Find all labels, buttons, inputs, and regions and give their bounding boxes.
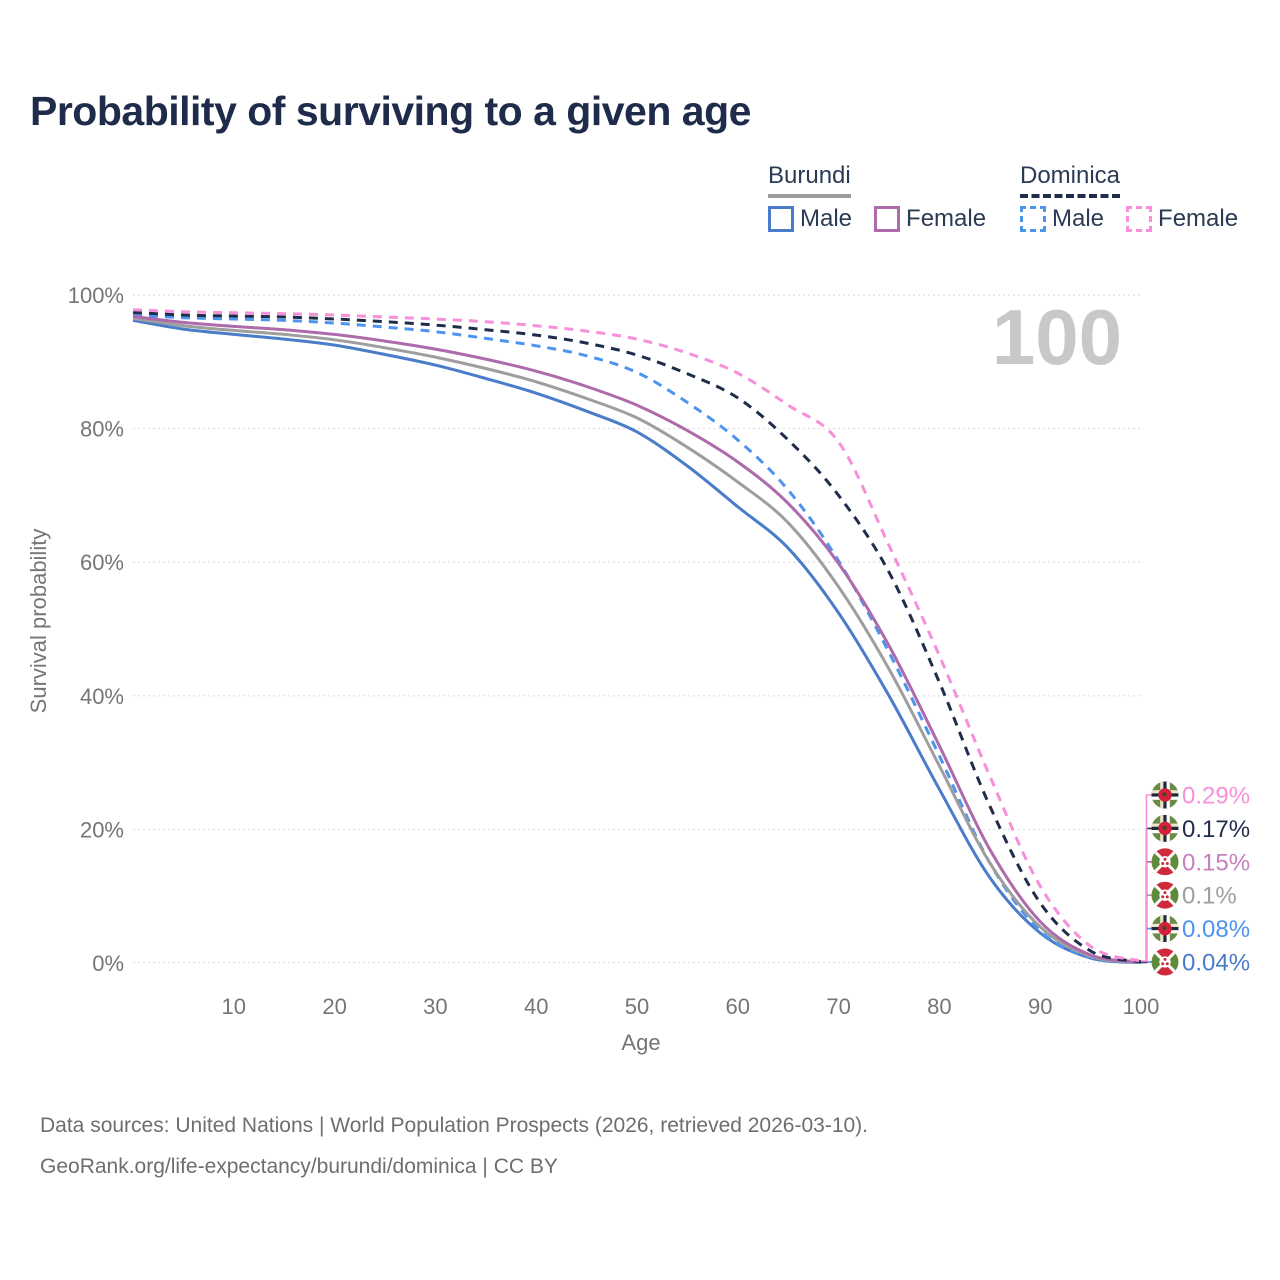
legend-group-dominica: Dominica Male Female: [1020, 162, 1238, 233]
flag-icon-dominica: [1151, 781, 1179, 809]
x-tick-label: 70: [826, 994, 850, 1019]
legend-item-dominica-male[interactable]: Male: [1020, 205, 1104, 233]
footer-sources: Data sources: United Nations | World Pop…: [40, 1114, 869, 1137]
end-label-burundi-female: 0.15%: [1182, 849, 1250, 876]
legend-item-label: Male: [800, 205, 853, 232]
flag-icon-burundi: [1151, 948, 1179, 976]
end-label-dominica-total: 0.17%: [1182, 816, 1250, 843]
curve-dominica-female: [132, 308, 1142, 963]
x-tick-label: 40: [524, 994, 548, 1019]
end-label-burundi-male: 0.04%: [1182, 950, 1250, 977]
y-tick-label: 20%: [80, 817, 124, 842]
y-tick-label: 60%: [80, 550, 124, 575]
flag-icon-dominica: [1151, 915, 1179, 943]
curve-dominica-total: [132, 310, 1142, 964]
legend-group-title-dominica: Dominica: [1020, 162, 1121, 198]
x-tick-label: 10: [222, 994, 246, 1019]
legend-group-title-burundi: Burundi: [768, 162, 851, 198]
footer: Data sources: United Nations | World Pop…: [40, 1106, 868, 1188]
legend-item-dominica-female[interactable]: Female: [1126, 205, 1238, 233]
legend-item-burundi-male[interactable]: Male: [768, 205, 852, 233]
flag-icon-dominica: [1151, 814, 1179, 842]
x-tick-label: 60: [726, 994, 750, 1019]
curve-burundi-total: [132, 316, 1142, 964]
end-label-leaders: [1141, 794, 1152, 964]
legend-item-label: Male: [1052, 205, 1105, 232]
end-labels: 0.29% 0.17% 0.15% 0.1% 0.08% 0.04%: [1151, 781, 1250, 977]
legend-swatch-dominica-male: [1020, 206, 1046, 232]
x-tick-label: 100: [1123, 994, 1160, 1019]
legend-items-burundi: Male Female: [768, 205, 986, 233]
watermark-age: 100: [992, 293, 1122, 381]
curves: [132, 308, 1142, 965]
y-axis-title: Survival probability: [26, 529, 51, 714]
legend-swatch-burundi-male: [768, 206, 794, 232]
flag-icon-burundi: [1151, 881, 1179, 909]
end-label-burundi-total: 0.1%: [1182, 883, 1237, 910]
curve-dominica-male: [132, 313, 1142, 964]
gridlines: 0% 20% 40% 60% 80% 100%: [68, 283, 1141, 976]
x-tick-label: 20: [322, 994, 346, 1019]
x-tick-label: 90: [1028, 994, 1052, 1019]
flag-icon-burundi: [1151, 848, 1179, 876]
curve-burundi-male: [132, 318, 1142, 965]
leader-dominica-female: [1141, 794, 1152, 962]
legend-items-dominica: Male Female: [1020, 205, 1238, 233]
legend-item-label: Female: [906, 205, 987, 232]
legend-swatch-dominica-female: [1126, 206, 1153, 232]
curve-burundi-female: [132, 314, 1142, 964]
legend-item-burundi-female[interactable]: Female: [874, 205, 986, 233]
y-tick-label: 80%: [80, 417, 124, 442]
legend-swatch-burundi-female: [874, 206, 901, 232]
page-title: Probability of surviving to a given age: [30, 88, 751, 134]
x-tick-label: 30: [423, 994, 447, 1019]
legend-group-burundi: Burundi Male Female: [768, 162, 986, 233]
x-axis-title: Age: [621, 1030, 660, 1055]
end-label-dominica-female: 0.29%: [1182, 783, 1250, 810]
y-tick-label: 0%: [92, 951, 124, 976]
y-tick-label: 40%: [80, 684, 124, 709]
y-tick-label: 100%: [68, 283, 124, 308]
x-tick-label: 50: [625, 994, 649, 1019]
end-label-dominica-male: 0.08%: [1182, 916, 1250, 943]
footer-attribution: GeoRank.org/life-expectancy/burundi/domi…: [40, 1154, 558, 1178]
legend-item-label: Female: [1158, 205, 1239, 232]
x-tick-label: 80: [927, 994, 951, 1019]
